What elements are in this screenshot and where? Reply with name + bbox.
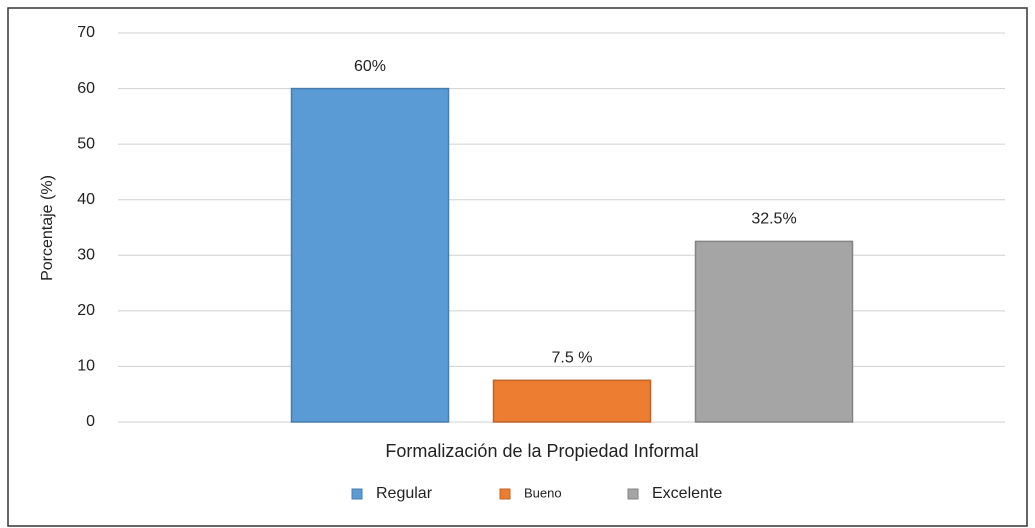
data-label: 32.5% bbox=[751, 211, 796, 228]
y-tick-label: 0 bbox=[86, 413, 95, 430]
bar bbox=[492, 379, 652, 423]
legend-label: Bueno bbox=[524, 485, 562, 500]
data-label: 7.5 % bbox=[552, 350, 593, 367]
bar bbox=[290, 87, 450, 423]
y-tick-label: 40 bbox=[77, 191, 95, 208]
y-tick-label: 70 bbox=[77, 24, 95, 41]
legend-label: Excelente bbox=[652, 485, 722, 502]
y-tick-label: 20 bbox=[77, 302, 95, 319]
y-axis-label: Porcentaje (%) bbox=[39, 175, 56, 281]
bar bbox=[694, 240, 854, 423]
data-label: 60% bbox=[354, 58, 386, 75]
y-tick-label: 50 bbox=[77, 135, 95, 152]
y-tick-label: 10 bbox=[77, 358, 95, 375]
chart-border bbox=[7, 7, 1028, 527]
x-axis-label: Formalización de la Propiedad Informal bbox=[385, 441, 698, 461]
legend-label: Regular bbox=[376, 485, 433, 502]
legend-swatch bbox=[627, 488, 639, 500]
legend-swatch bbox=[499, 488, 511, 500]
legend-swatch bbox=[351, 488, 363, 500]
y-tick-label: 60 bbox=[77, 80, 95, 97]
y-tick-label: 30 bbox=[77, 247, 95, 264]
